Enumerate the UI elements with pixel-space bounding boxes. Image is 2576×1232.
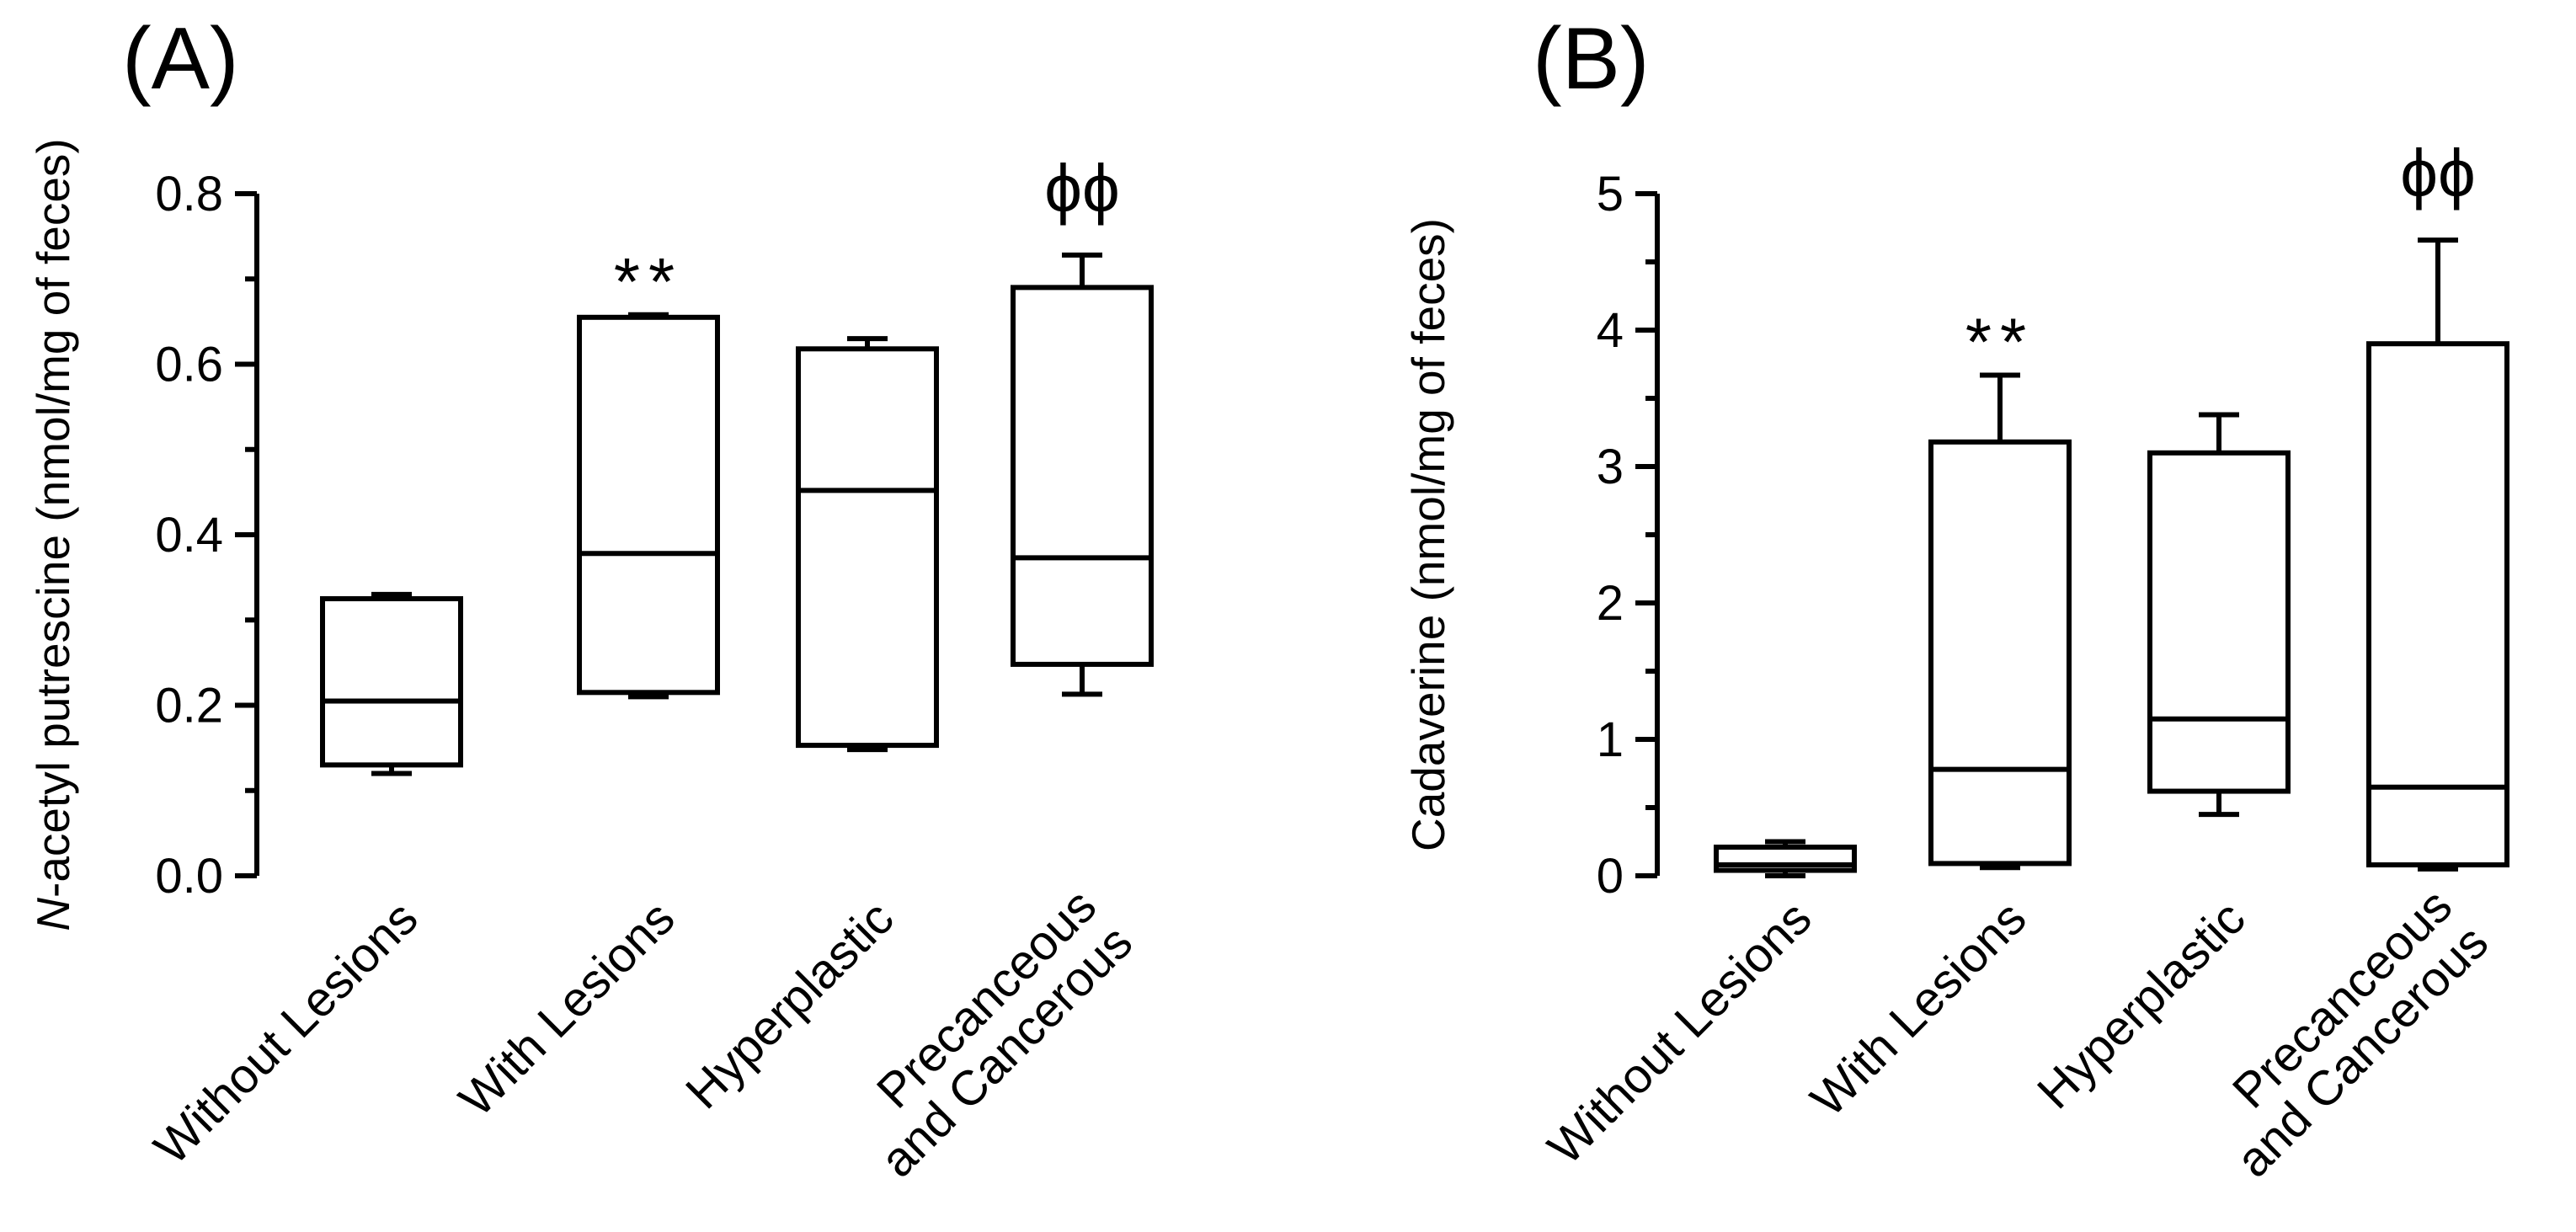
box-group	[320, 591, 463, 776]
y-axis-title: Cadaverine (nmol/mg of feces)	[1402, 218, 1454, 851]
y-axis-title-text: Cadaverine (nmol/mg of feces)	[1402, 218, 1454, 851]
box-iqr	[1011, 285, 1154, 667]
y-tick-label: 4	[1597, 303, 1624, 358]
significance-marker: **	[614, 244, 683, 319]
category-label-line: Hyperplastic	[2027, 891, 2256, 1120]
y-tick-label: 0.0	[155, 849, 223, 904]
category-label: With Lesions	[1800, 891, 2037, 1128]
panel-letter: (B)	[1533, 10, 1650, 108]
category-label: Without Lesions	[1538, 891, 1822, 1176]
y-tick-label: 0	[1597, 849, 1624, 904]
y-axis-title: N-acetyl putrescine (nmol/mg of feces)	[27, 138, 79, 931]
category-label-line: Hyperplastic	[675, 891, 904, 1120]
box-iqr	[2366, 341, 2509, 868]
y-tick-label: 2	[1597, 576, 1624, 631]
y-tick-label: 3	[1597, 440, 1624, 494]
y-tick-label: 0.2	[155, 679, 223, 733]
box-iqr	[2147, 450, 2291, 794]
category-label-line: Without Lesions	[1538, 891, 1822, 1176]
box-group	[2147, 412, 2291, 818]
category-label-line: Without Lesions	[144, 891, 429, 1176]
y-tick-label: 0.8	[155, 167, 223, 221]
category-label: Hyperplastic	[2027, 891, 2256, 1120]
significance-marker: **	[1965, 304, 2035, 379]
category-label: Hyperplastic	[675, 891, 904, 1120]
box-group: ϕϕ	[1011, 151, 1154, 697]
box-group: **	[577, 244, 720, 700]
box-iqr	[577, 314, 720, 696]
significance-marker: ϕϕ	[1044, 151, 1120, 226]
y-tick-label: 1	[1597, 712, 1624, 767]
panel-letter: (A)	[122, 10, 239, 108]
category-label: Without Lesions	[144, 891, 429, 1176]
panel-b-chart: (B) 0 1 2 3 4 5 Cadaverine (nmol/mg of feces) Wi…	[1402, 10, 2509, 1187]
box-iqr	[320, 595, 463, 768]
y-tick-label: 0.4	[155, 508, 223, 563]
y-tick-label: 0.6	[155, 338, 223, 392]
box-iqr	[796, 346, 939, 749]
category-label: With Lesions	[449, 891, 685, 1128]
y-tick-label: 5	[1597, 167, 1624, 221]
y-axis-title-italic: N	[27, 898, 79, 931]
panel-a-chart: (A) 0.0 0.2 0.4 0.6 0.8 N-acetyl putrescine (n…	[27, 10, 1154, 1187]
significance-marker: ϕϕ	[2400, 136, 2476, 211]
box-group	[796, 336, 939, 753]
box-iqr	[1928, 439, 2072, 867]
category-label-line: With Lesions	[449, 891, 685, 1128]
y-axis-title-text: -acetyl putrescine (nmol/mg of feces)	[27, 138, 79, 898]
box-group: **	[1928, 304, 2072, 871]
box-group: ϕϕ	[2366, 136, 2509, 872]
box-group	[1714, 839, 1857, 878]
category-label-line: With Lesions	[1800, 891, 2037, 1128]
